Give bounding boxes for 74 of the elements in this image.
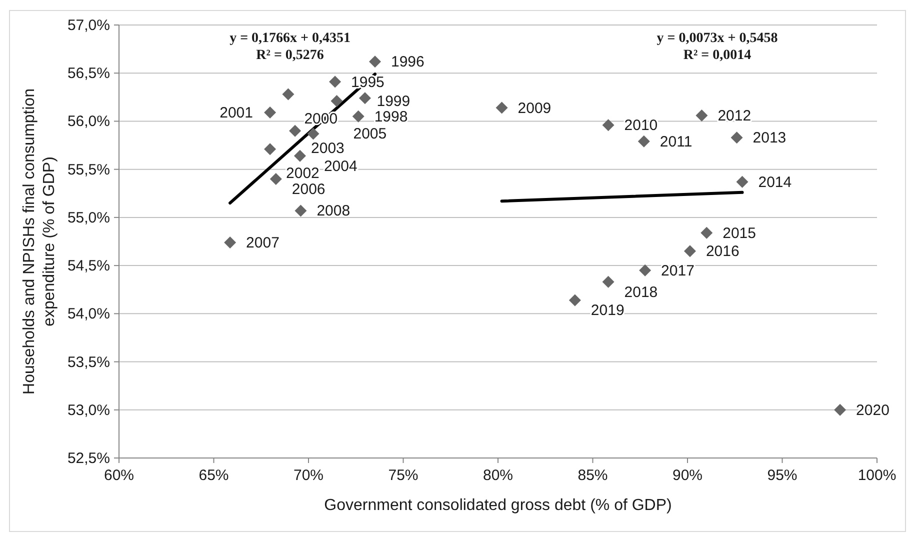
point bbox=[289, 124, 302, 137]
annotation: 1998 bbox=[374, 108, 408, 126]
annotation: 2010 bbox=[624, 117, 658, 134]
point bbox=[568, 294, 581, 306]
point bbox=[730, 132, 743, 144]
point bbox=[700, 226, 713, 239]
annotation: 2017 bbox=[661, 262, 694, 280]
point bbox=[307, 128, 320, 140]
point bbox=[369, 56, 382, 68]
y-tick-label: 53,5% bbox=[67, 354, 110, 371]
annotation: y = 0,0073x + 0,5458 bbox=[656, 31, 778, 46]
annotation: 2020 bbox=[856, 402, 890, 419]
point bbox=[684, 245, 696, 258]
point bbox=[264, 106, 276, 119]
x-tick-label: 90% bbox=[672, 467, 703, 484]
point bbox=[736, 176, 748, 188]
annotation: 2013 bbox=[752, 130, 786, 147]
annotation: 2008 bbox=[316, 202, 350, 220]
annotation: 1996 bbox=[391, 54, 424, 71]
point bbox=[352, 110, 364, 122]
point bbox=[496, 102, 508, 114]
annotation: 2005 bbox=[353, 126, 387, 143]
point bbox=[329, 76, 342, 88]
x-tick-label: 70% bbox=[293, 467, 324, 484]
y-tick-label: 55,0% bbox=[67, 209, 110, 226]
annotation: 2003 bbox=[311, 140, 344, 157]
y-tick-label: 53,0% bbox=[67, 402, 110, 419]
x-tick-label: 75% bbox=[388, 467, 418, 484]
y-axis-title: Households and NPISHs final consumption expenditure (% of GDP) bbox=[21, 88, 58, 394]
y-tick-label: 55,5% bbox=[67, 161, 110, 178]
annotation: 2007 bbox=[246, 234, 280, 252]
annotation: R² = 0,5276 bbox=[256, 48, 324, 63]
y-tick-label: 54,5% bbox=[67, 258, 110, 275]
point bbox=[264, 143, 276, 156]
x-tick-label: 100% bbox=[858, 467, 896, 484]
x-tick-label: 85% bbox=[578, 467, 608, 484]
annotation: 2019 bbox=[590, 302, 624, 320]
x-axis-title: Government consolidated gross debt (% of GDP) bbox=[324, 497, 672, 514]
annotation: 2006 bbox=[292, 180, 326, 198]
y-tick-label: 57,0% bbox=[67, 17, 110, 34]
y-tick-label: 56,5% bbox=[67, 65, 110, 82]
point bbox=[696, 109, 708, 122]
point bbox=[602, 119, 614, 132]
annotation: 2016 bbox=[706, 243, 740, 260]
annotation: 2004 bbox=[324, 158, 358, 175]
x-tick-label: 95% bbox=[767, 467, 798, 484]
annotation: 2011 bbox=[660, 133, 692, 150]
annotation: 1999 bbox=[376, 93, 410, 110]
y-tick-label: 56,0% bbox=[67, 113, 110, 130]
point bbox=[834, 404, 846, 416]
annotation: y = 0,1766x + 0,4351 bbox=[230, 31, 351, 46]
point bbox=[602, 276, 614, 288]
annotation: 2014 bbox=[758, 174, 792, 191]
point bbox=[638, 135, 650, 148]
y-tick-label: 52,5% bbox=[67, 450, 110, 467]
point bbox=[294, 204, 307, 217]
y-tick-label: 54,0% bbox=[67, 306, 110, 323]
point bbox=[639, 264, 652, 276]
point bbox=[270, 172, 282, 185]
annotation: 2009 bbox=[518, 100, 552, 117]
x-tick-label: 60% bbox=[104, 467, 134, 484]
annotation: 2012 bbox=[718, 107, 752, 124]
x-tick-label: 80% bbox=[482, 467, 514, 484]
point bbox=[294, 150, 306, 162]
annotation: 2002 bbox=[286, 165, 320, 182]
point bbox=[330, 95, 343, 108]
annotation: 2001 bbox=[220, 104, 254, 122]
point bbox=[224, 236, 236, 248]
annotation: 2018 bbox=[624, 284, 658, 301]
annotation: 2015 bbox=[722, 224, 756, 242]
annotation: R² = 0,0014 bbox=[683, 48, 752, 63]
point bbox=[358, 92, 371, 104]
point bbox=[282, 88, 294, 100]
x-tick-label: 65% bbox=[198, 467, 229, 484]
